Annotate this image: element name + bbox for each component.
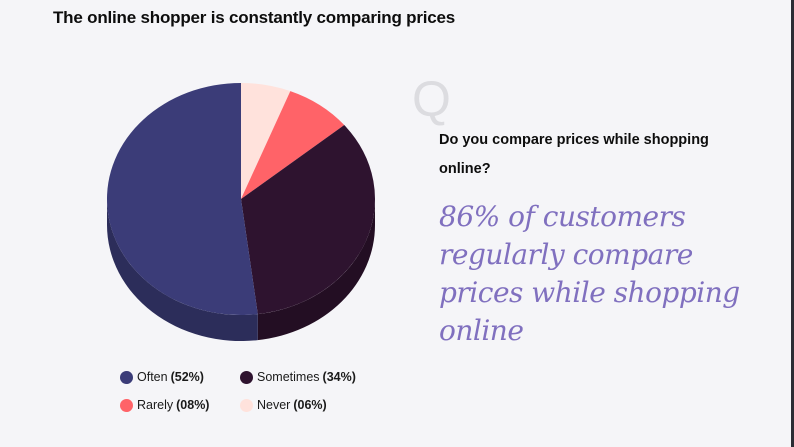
question-text: Do you compare prices while shopping onl… [439,132,709,177]
legend-dot-never [240,398,253,412]
legend-dot-rarely [120,398,133,412]
right-edge-border [791,0,794,447]
pie-chart [106,83,375,341]
legend-label: Rarely [137,398,174,412]
highlight-stat: 86% of customers regularly compare price… [439,200,740,347]
legend-dot-often [120,370,133,384]
pie-side-sometimes [257,199,375,341]
chart-title: The online shopper is constantly compari… [53,8,456,27]
pie-slice-often [106,83,258,315]
legend-percent: (52%) [170,370,204,384]
legend-item-never: Never (06%) [240,398,327,412]
pie-slice-sometimes [241,125,375,315]
question-q-icon: Q [412,71,451,127]
pie-side-often [107,199,258,341]
legend-label: Often [137,370,168,384]
legend-item-often: Often (52%) [120,370,204,384]
legend-item-sometimes: Sometimes (34%) [240,370,356,384]
legend-percent: (08%) [176,398,210,412]
legend-dot-sometimes [240,370,253,384]
legend-label: Never [257,398,291,412]
legend-percent: (06%) [293,398,327,412]
pie-slice-rarely [241,91,345,199]
legend-item-rarely: Rarely (08%) [120,398,209,412]
legend-label: Sometimes [257,370,320,384]
legend-percent: (34%) [322,370,356,384]
pie-slice-never [241,83,291,199]
